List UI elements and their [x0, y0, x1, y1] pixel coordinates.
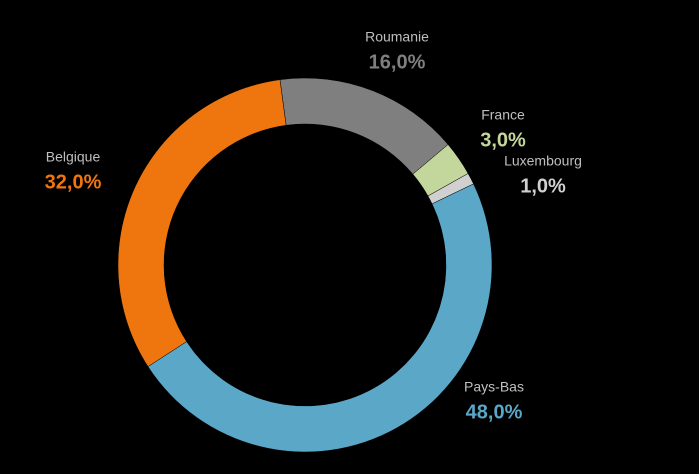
category-label: Pays-Bas	[464, 379, 524, 395]
category-label: France	[481, 107, 525, 123]
donut-segment	[147, 183, 493, 453]
value-label: 3,0%	[480, 129, 526, 151]
category-label: Luxembourg	[504, 153, 582, 169]
donut-segment	[117, 79, 287, 367]
value-label: 16,0%	[369, 51, 426, 73]
value-label: 1,0%	[520, 175, 566, 197]
donut-segment	[279, 77, 449, 175]
category-label: Belgique	[46, 149, 101, 165]
category-label: Roumanie	[365, 29, 429, 45]
value-label: 48,0%	[466, 401, 523, 423]
value-label: 32,0%	[45, 171, 102, 193]
